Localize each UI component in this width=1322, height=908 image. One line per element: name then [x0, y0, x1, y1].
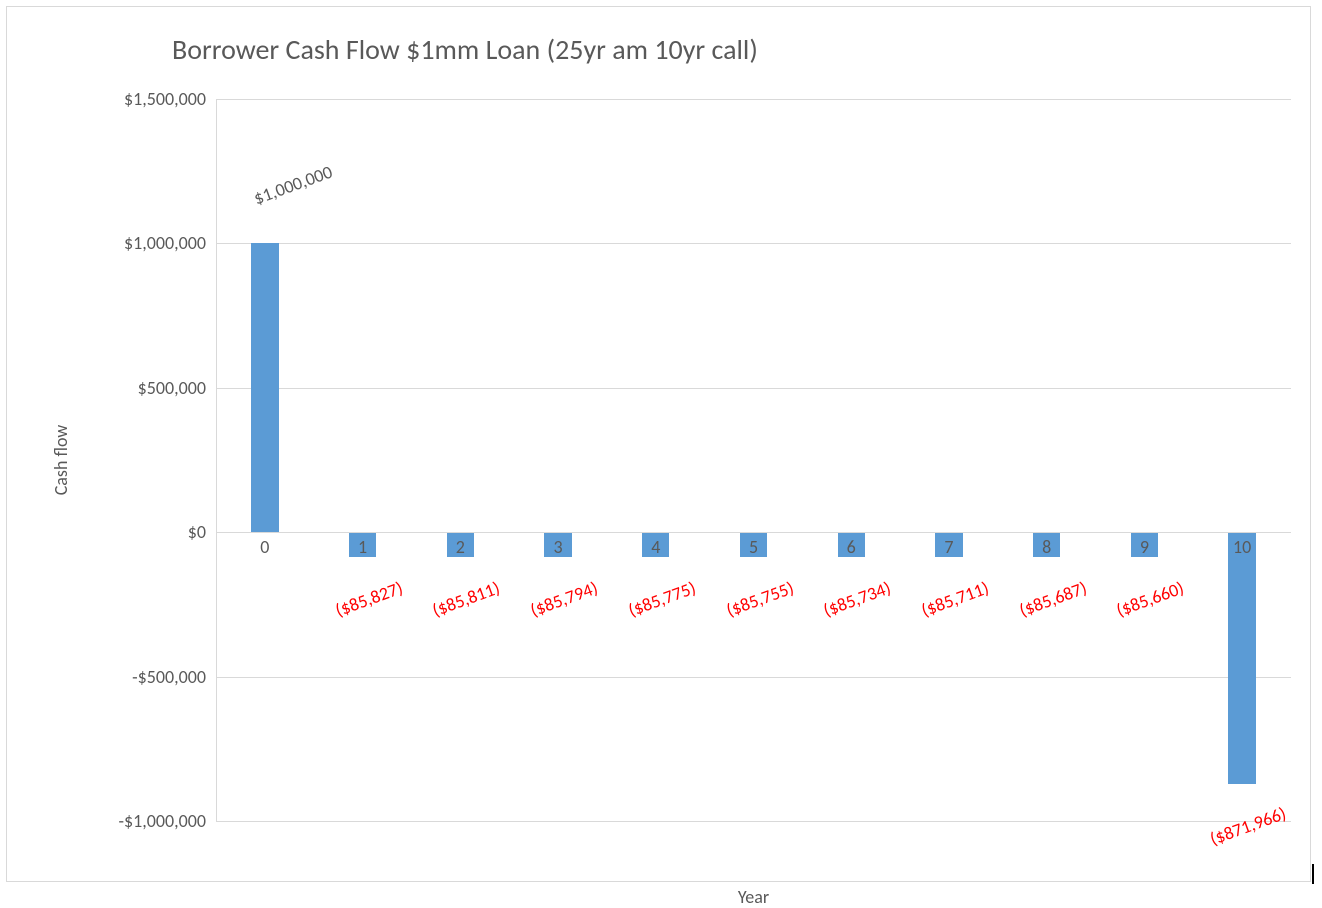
x-tick-label: 9 — [1140, 534, 1149, 558]
data-label: ($85,734) — [820, 577, 893, 622]
chart-frame: Borrower Cash Flow $1mm Loan (25yr am 10… — [6, 6, 1311, 882]
y-axis-title: Cash flow — [50, 425, 72, 496]
x-tick-label: 1 — [358, 534, 367, 558]
y-tick-label: $500,000 — [138, 377, 216, 399]
plot-area: -$1,000,000-$500,000$0$500,000$1,000,000… — [216, 99, 1291, 821]
x-axis-line — [216, 532, 1291, 533]
x-tick-label: 3 — [553, 534, 562, 558]
bar — [251, 243, 278, 532]
bar — [1228, 532, 1255, 784]
y-tick-label: -$500,000 — [132, 666, 216, 688]
data-label: ($85,711) — [918, 577, 991, 622]
data-label: ($85,775) — [625, 577, 698, 622]
y-tick-label: $1,000,000 — [124, 232, 216, 254]
data-label: ($871,966) — [1207, 802, 1289, 850]
gridline — [216, 99, 1291, 100]
gridline — [216, 243, 1291, 244]
x-tick-label: 0 — [260, 534, 269, 558]
x-tick-label: 2 — [456, 534, 465, 558]
x-axis-title: Year — [738, 886, 769, 908]
x-tick-label: 6 — [847, 534, 856, 558]
gridline — [216, 821, 1291, 822]
data-label: ($85,811) — [430, 577, 503, 622]
data-label: ($85,660) — [1114, 577, 1187, 622]
chart-title: Borrower Cash Flow $1mm Loan (25yr am 10… — [172, 32, 758, 67]
data-label: ($85,755) — [723, 577, 796, 622]
x-tick-label: 4 — [651, 534, 660, 558]
data-label: ($85,794) — [527, 577, 600, 622]
data-label: ($85,687) — [1016, 577, 1089, 622]
x-tick-label: 5 — [749, 534, 758, 558]
gridline — [216, 677, 1291, 678]
y-tick-label: -$1,000,000 — [119, 810, 216, 832]
data-label: ($85,827) — [332, 577, 405, 622]
x-tick-label: 8 — [1042, 534, 1051, 558]
x-tick-label: 7 — [944, 534, 953, 558]
gridline — [216, 388, 1291, 389]
x-tick-label: 10 — [1233, 534, 1251, 558]
data-label: $1,000,000 — [251, 161, 336, 210]
y-tick-label: $0 — [188, 521, 216, 543]
y-axis-line — [216, 99, 217, 821]
y-tick-label: $1,500,000 — [124, 88, 216, 110]
text-cursor-icon — [1312, 864, 1314, 884]
